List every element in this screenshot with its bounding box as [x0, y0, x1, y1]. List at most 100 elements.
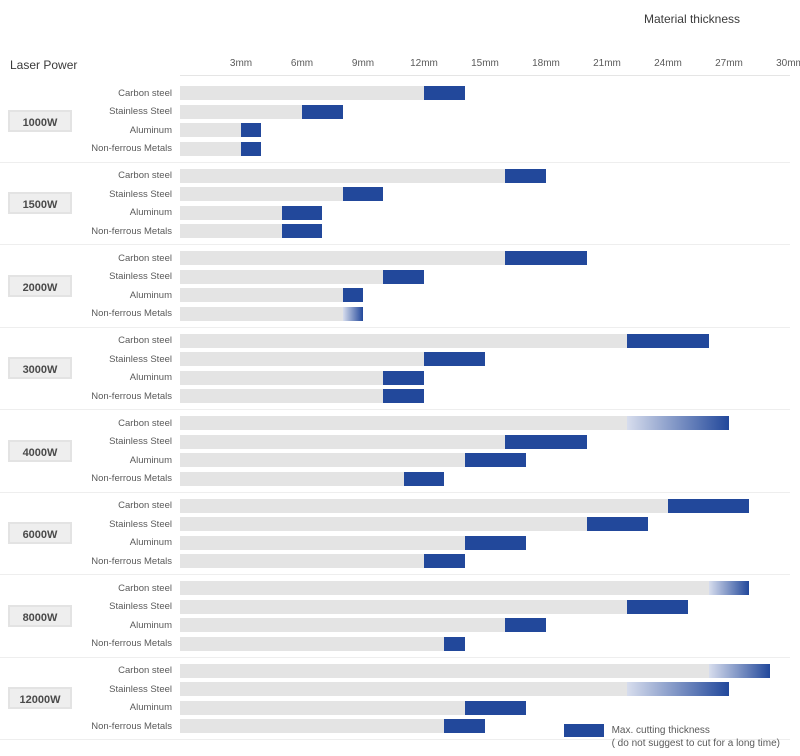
material-row: Carbon steel [0, 662, 790, 679]
power-label: 12000W [8, 687, 72, 709]
material-row: Non-ferrous Metals [0, 553, 790, 570]
material-row: Stainless Steel [0, 681, 790, 698]
bar-area [180, 453, 790, 467]
chart-region: 1000W Carbon steel Stainless Steel Aluminum… [0, 80, 790, 716]
bar-area [180, 187, 790, 201]
power-label: 1000W [8, 110, 72, 132]
bar-gray [180, 352, 424, 366]
bar-area [180, 499, 790, 513]
power-label: 4000W [8, 440, 72, 462]
bar-blue [282, 206, 323, 220]
material-label: Carbon steel [84, 253, 178, 264]
bar-gray [180, 637, 444, 651]
bar-gray [180, 288, 343, 302]
bar-area [180, 435, 790, 449]
axis-tick: 3mm [230, 58, 252, 69]
bar-gray [180, 581, 709, 595]
bar-gray [180, 251, 505, 265]
bar-area [180, 618, 790, 632]
material-row: Non-ferrous Metals [0, 305, 790, 322]
bar-blue [627, 416, 729, 430]
bar-blue [404, 472, 445, 486]
bar-blue [343, 187, 384, 201]
bar-blue [424, 554, 465, 568]
bar-blue [709, 581, 750, 595]
axis-tick: 30mm [776, 58, 800, 69]
material-label: Stainless Steel [84, 601, 178, 612]
bar-area [180, 554, 790, 568]
material-label: Stainless Steel [84, 684, 178, 695]
material-label: Carbon steel [84, 500, 178, 511]
bar-blue [505, 618, 546, 632]
material-row: Stainless Steel [0, 268, 790, 285]
bar-blue [241, 142, 261, 156]
bar-gray [180, 618, 505, 632]
material-label: Non-ferrous Metals [84, 473, 178, 484]
bar-gray [180, 206, 282, 220]
bar-blue [424, 352, 485, 366]
bar-blue [383, 389, 424, 403]
bar-gray [180, 499, 668, 513]
title-laser-power: Laser Power [10, 58, 77, 72]
material-label: Stainless Steel [84, 519, 178, 530]
bar-area [180, 334, 790, 348]
bar-gray [180, 270, 383, 284]
power-group: 4000WCarbon steelStainless SteelAluminum… [0, 410, 790, 493]
material-row: Stainless Steel [0, 186, 790, 203]
power-label: 2000W [8, 275, 72, 297]
bar-area [180, 352, 790, 366]
power-group: 3000WCarbon steelStainless SteelAluminum… [0, 328, 790, 411]
material-row: Non-ferrous Metals [0, 140, 790, 157]
bar-gray [180, 142, 241, 156]
bar-gray [180, 416, 627, 430]
x-axis: 3mm6mm9mm12mm15mm18mm21mm24mm27mm30mm [180, 58, 790, 76]
material-label: Aluminum [84, 702, 178, 713]
material-label: Aluminum [84, 125, 178, 136]
bar-blue [465, 536, 526, 550]
material-row: Non-ferrous Metals [0, 635, 790, 652]
bar-area [180, 251, 790, 265]
material-row: Stainless Steel [0, 103, 790, 120]
power-label: 1500W [8, 192, 72, 214]
bar-gray [180, 517, 587, 531]
legend-line1: Max. cutting thickness [612, 724, 780, 737]
material-label: Carbon steel [84, 665, 178, 676]
material-label: Aluminum [84, 207, 178, 218]
bar-gray [180, 600, 627, 614]
bar-area [180, 536, 790, 550]
bar-blue [505, 169, 546, 183]
material-label: Stainless Steel [84, 189, 178, 200]
bar-blue [709, 664, 770, 678]
bar-area [180, 517, 790, 531]
power-group: 6000WCarbon steelStainless SteelAluminum… [0, 493, 790, 576]
material-row: Stainless Steel [0, 516, 790, 533]
material-row: Carbon steel [0, 85, 790, 102]
material-label: Aluminum [84, 455, 178, 466]
bar-area [180, 105, 790, 119]
legend-swatch [564, 724, 604, 737]
material-row: Stainless Steel [0, 598, 790, 615]
bar-area [180, 701, 790, 715]
bar-blue [505, 251, 586, 265]
material-label: Non-ferrous Metals [84, 226, 178, 237]
power-label: 6000W [8, 522, 72, 544]
material-row: Aluminum [0, 699, 790, 716]
material-row: Carbon steel [0, 580, 790, 597]
bar-gray [180, 719, 444, 733]
bar-area [180, 307, 790, 321]
bar-area [180, 270, 790, 284]
material-row: Non-ferrous Metals [0, 470, 790, 487]
material-label: Non-ferrous Metals [84, 391, 178, 402]
bar-gray [180, 123, 241, 137]
bar-area [180, 142, 790, 156]
material-row: Carbon steel [0, 332, 790, 349]
bar-blue [627, 682, 729, 696]
bar-blue [383, 270, 424, 284]
bar-gray [180, 307, 343, 321]
bar-gray [180, 86, 424, 100]
material-row: Aluminum [0, 287, 790, 304]
material-label: Aluminum [84, 290, 178, 301]
power-group: 1000W Carbon steel Stainless Steel Aluminum… [0, 80, 790, 163]
bar-gray [180, 334, 627, 348]
material-label: Carbon steel [84, 88, 178, 99]
